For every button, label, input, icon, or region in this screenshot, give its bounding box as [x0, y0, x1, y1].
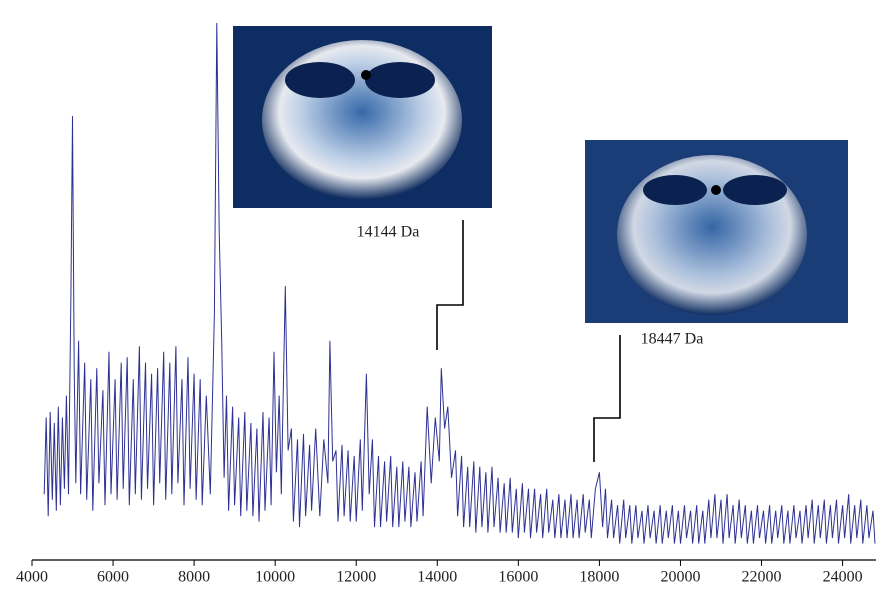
inset-image — [233, 26, 492, 208]
annotation: 14144 Da — [357, 224, 420, 241]
annotation: 18447 Da — [641, 331, 704, 348]
callout-line — [436, 220, 464, 350]
x-tick-label: 6000 — [97, 569, 129, 586]
spectrum-line — [43, 22, 876, 544]
x-tick-label: 8000 — [178, 569, 210, 586]
x-tick-label: 18000 — [579, 569, 619, 586]
x-tick-label: 12000 — [336, 569, 376, 586]
inset-image — [585, 140, 848, 323]
x-tick-label: 16000 — [498, 569, 538, 586]
x-tick-label: 14000 — [417, 569, 457, 586]
callout-line — [593, 335, 621, 462]
x-tick-label: 20000 — [660, 569, 700, 586]
x-tick-label: 24000 — [823, 569, 863, 586]
x-tick-label: 22000 — [742, 569, 782, 586]
x-tick-label: 4000 — [16, 569, 48, 586]
x-tick-label: 10000 — [255, 569, 295, 586]
